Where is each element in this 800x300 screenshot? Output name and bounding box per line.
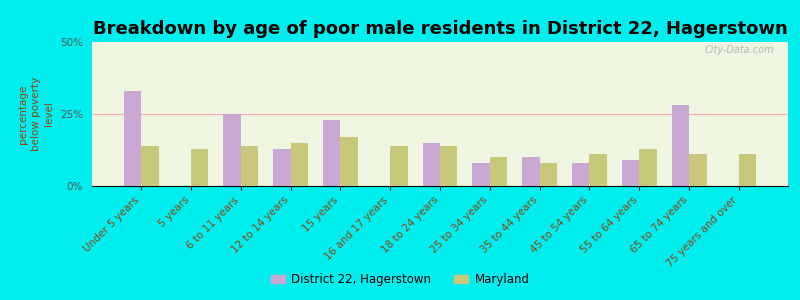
- Bar: [273, 148, 290, 186]
- Bar: [340, 137, 358, 186]
- Bar: [390, 146, 408, 186]
- Bar: [590, 154, 607, 186]
- Bar: [422, 143, 440, 186]
- Y-axis label: percentage
below poverty
level: percentage below poverty level: [18, 77, 54, 151]
- Bar: [572, 163, 590, 186]
- Bar: [223, 114, 241, 186]
- Bar: [490, 157, 507, 186]
- Title: Breakdown by age of poor male residents in District 22, Hagerstown: Breakdown by age of poor male residents …: [93, 20, 787, 38]
- Bar: [689, 154, 706, 186]
- Bar: [124, 91, 141, 186]
- Bar: [191, 148, 208, 186]
- Bar: [241, 146, 258, 186]
- Bar: [440, 146, 458, 186]
- Legend: District 22, Hagerstown, Maryland: District 22, Hagerstown, Maryland: [266, 269, 534, 291]
- Bar: [672, 105, 689, 186]
- Bar: [323, 120, 340, 186]
- Text: City-Data.com: City-Data.com: [705, 45, 774, 55]
- Bar: [141, 146, 158, 186]
- Bar: [739, 154, 756, 186]
- Bar: [290, 143, 308, 186]
- Bar: [522, 157, 540, 186]
- Bar: [622, 160, 639, 186]
- Bar: [639, 148, 657, 186]
- Bar: [540, 163, 557, 186]
- Bar: [472, 163, 490, 186]
